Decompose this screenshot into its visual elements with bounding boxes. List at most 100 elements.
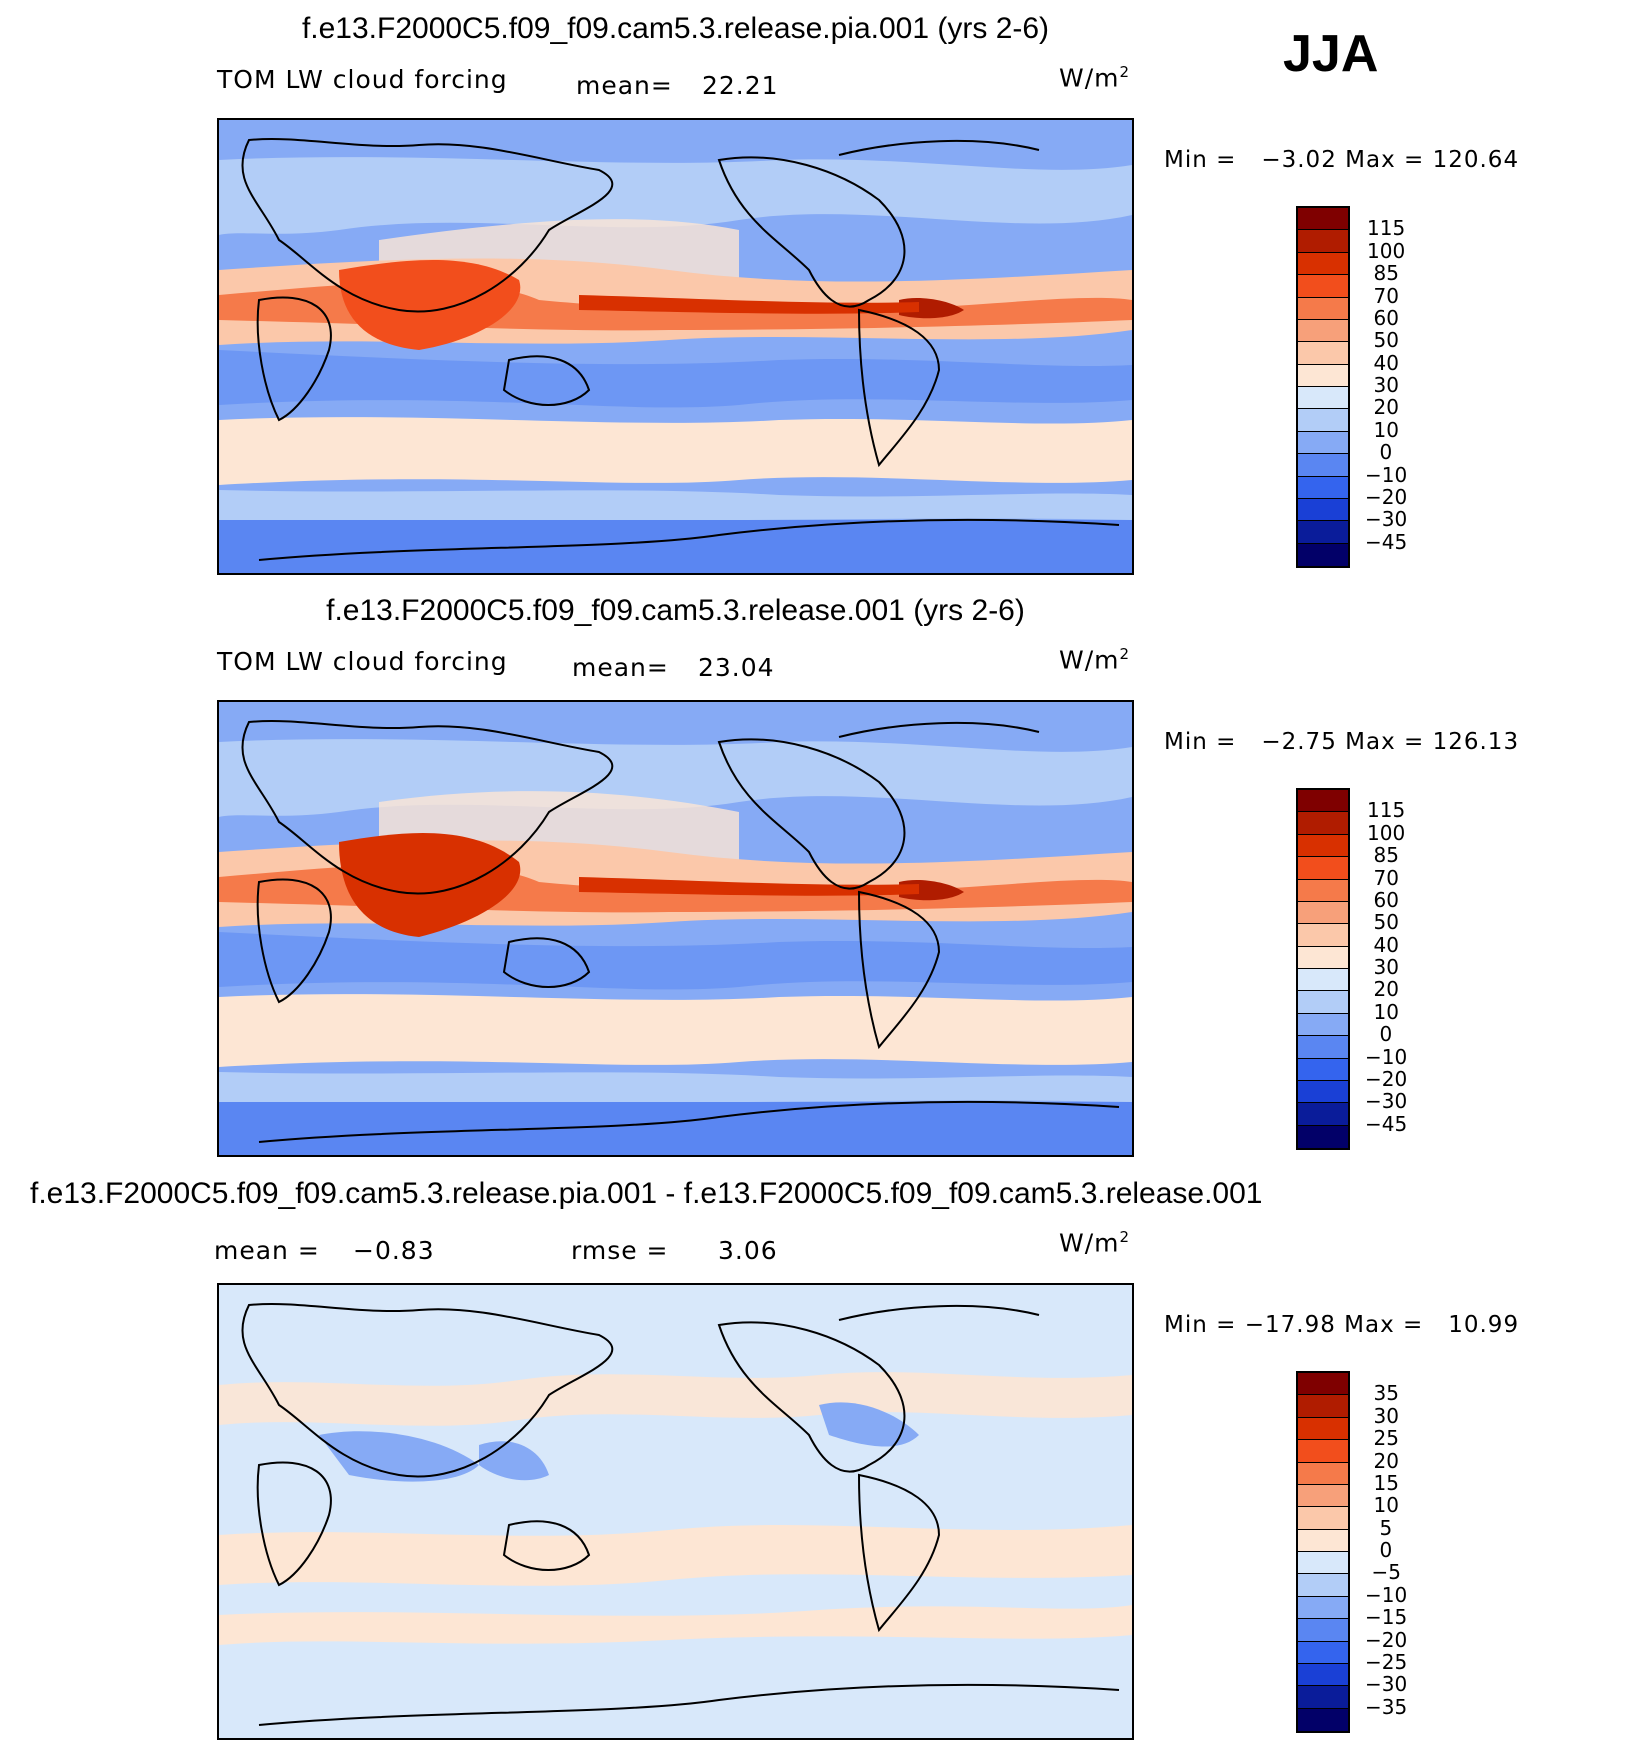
colorbar-bin [1298, 879, 1348, 902]
panel-3-units: W/m2 [1059, 1228, 1131, 1258]
colorbar-bin [1298, 812, 1348, 835]
colorbar-tick-label: −30 [1365, 1672, 1408, 1697]
panel-3-colorbar [1296, 1371, 1350, 1733]
colorbar-tick-label: 10 [1373, 1493, 1399, 1518]
colorbar-bin [1298, 1663, 1348, 1687]
panel-2-title: f.e13.F2000C5.f09_f09.cam5.3.release.001… [326, 594, 1025, 627]
colorbar-tick-label: 20 [1373, 395, 1399, 420]
colorbar-tick-label: 30 [1373, 1403, 1399, 1428]
panel-3-rmse-label: rmse = [571, 1236, 669, 1265]
panel-2-variable: TOM LW cloud forcing [217, 647, 508, 676]
colorbar-tick-label: −30 [1365, 507, 1408, 532]
colorbar-tick-label: 70 [1373, 865, 1399, 890]
colorbar-tick-label: 60 [1373, 305, 1399, 330]
colorbar-tick-label: 40 [1373, 350, 1399, 375]
colorbar-bin [1298, 834, 1348, 858]
panel-3-map [217, 1283, 1134, 1740]
colorbar-tick-label: 0 [1379, 1022, 1393, 1047]
colorbar-bin [1298, 543, 1348, 566]
season-label: JJA [1283, 25, 1379, 83]
colorbar-tick-label: 15 [1373, 1470, 1399, 1495]
colorbar-bin [1298, 387, 1348, 410]
colorbar-tick-label: 25 [1373, 1426, 1399, 1451]
colorbar-tick-label: 30 [1373, 373, 1399, 397]
colorbar-bin [1298, 275, 1348, 298]
colorbar-bin [1298, 1619, 1348, 1642]
colorbar-tick-label: −10 [1365, 462, 1408, 487]
panel-2-mean-value: 23.04 [698, 653, 775, 682]
colorbar-bin [1298, 1641, 1348, 1664]
colorbar-tick-label: 5 [1379, 1515, 1393, 1540]
colorbar-tick-label: 30 [1373, 955, 1399, 979]
colorbar-tick-label: −15 [1365, 1605, 1408, 1630]
colorbar-bin [1298, 1529, 1348, 1552]
colorbar-tick-label: −20 [1365, 1627, 1408, 1652]
colorbar-bin [1298, 1507, 1348, 1530]
panel-2-mean-label: mean= [572, 653, 669, 682]
colorbar-tick-label: 50 [1373, 910, 1399, 935]
colorbar-bin [1298, 1596, 1348, 1620]
colorbar-bin [1298, 1395, 1348, 1418]
colorbar-bin [1298, 297, 1348, 320]
panel-1-units: W/m2 [1059, 63, 1131, 93]
panel-3-title: f.e13.F2000C5.f09_f09.cam5.3.release.pia… [30, 1177, 1263, 1210]
panel-2-minmax: Min = −2.75 Max = 126.13 [1164, 729, 1520, 755]
colorbar-bin [1298, 409, 1348, 432]
colorbar-tick-label: 115 [1367, 798, 1406, 823]
colorbar-tick-label: 0 [1379, 1538, 1393, 1562]
colorbar-bin [1298, 476, 1348, 499]
colorbar-bin [1298, 342, 1348, 365]
colorbar-bin [1298, 1125, 1348, 1148]
colorbar-bin [1298, 1440, 1348, 1463]
panel-3-minmax: Min = −17.98 Max = 10.99 [1164, 1312, 1520, 1338]
panel-1-mean-label: mean= [576, 71, 673, 100]
panel-1-variable: TOM LW cloud forcing [217, 65, 508, 94]
colorbar-tick-label: 20 [1373, 1448, 1399, 1473]
colorbar-bin [1298, 857, 1348, 880]
colorbar-tick-label: 70 [1373, 283, 1399, 308]
colorbar-tick-label: 20 [1373, 977, 1399, 1002]
colorbar-tick-label: 0 [1379, 440, 1393, 465]
colorbar-tick-label: 50 [1373, 328, 1399, 353]
colorbar-bin [1298, 319, 1348, 343]
colorbar-bin [1298, 364, 1348, 387]
colorbar-bin [1298, 1552, 1348, 1575]
colorbar-bin [1298, 1058, 1348, 1081]
colorbar-tick-label: 85 [1373, 261, 1399, 286]
panel-3-field [219, 1285, 1132, 1738]
colorbar-bin [1298, 1036, 1348, 1059]
colorbar-tick-label: 100 [1367, 820, 1406, 845]
colorbar-bin [1298, 790, 1348, 813]
panel-1-colorbar [1296, 206, 1350, 568]
colorbar-tick-label: −10 [1365, 1044, 1408, 1069]
colorbar-tick-label: −25 [1365, 1649, 1408, 1674]
colorbar-bin [1298, 1574, 1348, 1597]
colorbar-tick-label: −35 [1365, 1694, 1408, 1719]
colorbar-bin [1298, 1080, 1348, 1104]
panel-3-rmse-value: 3.06 [718, 1236, 778, 1265]
colorbar-tick-label: −45 [1365, 529, 1408, 554]
colorbar-bin [1298, 230, 1348, 253]
colorbar-bin [1298, 901, 1348, 925]
panel-2-field [219, 702, 1132, 1155]
colorbar-bin [1298, 208, 1348, 231]
panel-2-units: W/m2 [1059, 645, 1131, 675]
colorbar-bin [1298, 1484, 1348, 1508]
colorbar-bin [1298, 454, 1348, 477]
colorbar-tick-label: 100 [1367, 238, 1406, 263]
colorbar-tick-label: −20 [1365, 1066, 1408, 1091]
panel-1-field [219, 120, 1132, 573]
panel-1-title: f.e13.F2000C5.f09_f09.cam5.3.release.pia… [301, 12, 1050, 45]
colorbar-tick-label: 85 [1373, 843, 1399, 868]
colorbar-bin [1298, 991, 1348, 1014]
colorbar-bin [1298, 431, 1348, 455]
colorbar-tick-label: 115 [1367, 216, 1406, 241]
colorbar-tick-label: −5 [1371, 1560, 1401, 1585]
panel-3-mean-label: mean = [214, 1236, 320, 1265]
colorbar-bin [1298, 924, 1348, 947]
panel-2-colorbar [1296, 788, 1350, 1150]
colorbar-tick-label: −20 [1365, 484, 1408, 509]
colorbar-tick-label: 35 [1373, 1381, 1399, 1406]
colorbar-tick-label: −10 [1365, 1582, 1408, 1607]
colorbar-bin [1298, 1462, 1348, 1485]
